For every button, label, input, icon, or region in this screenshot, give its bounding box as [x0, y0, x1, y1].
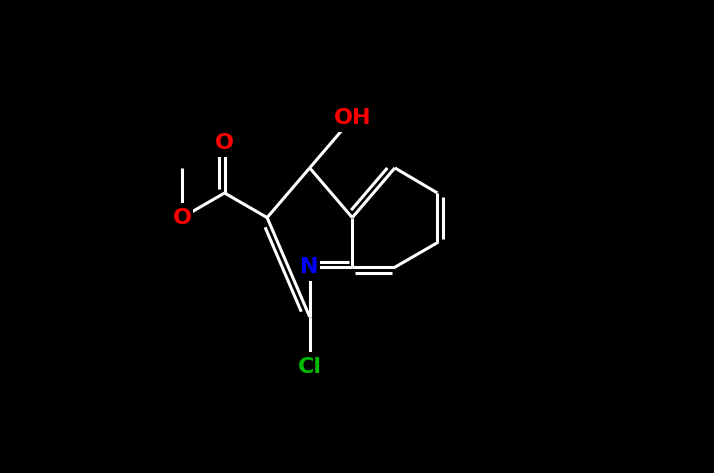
Bar — [288, 352, 331, 381]
Text: OH: OH — [333, 108, 371, 128]
Text: O: O — [173, 208, 191, 228]
Text: O: O — [215, 133, 234, 153]
Bar — [214, 129, 235, 157]
Text: N: N — [301, 257, 319, 277]
Text: Cl: Cl — [298, 357, 322, 377]
Bar — [171, 203, 193, 232]
Bar — [331, 104, 373, 132]
Bar — [299, 253, 321, 281]
